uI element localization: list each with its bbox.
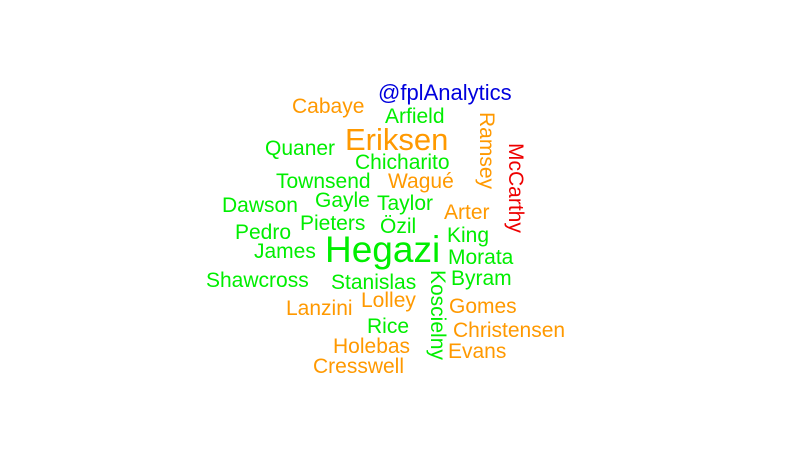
word-arfield: Arfield: [385, 105, 445, 128]
word-koscielny: Koscielny: [426, 270, 449, 360]
word-eriksen: Eriksen: [345, 122, 449, 157]
word-gayle: Gayle: [315, 189, 370, 212]
word-cabaye: Cabaye: [292, 95, 365, 118]
word-chicharito: Chicharito: [355, 151, 450, 174]
word-quaner: Quaner: [265, 137, 336, 160]
word-byram: Byram: [451, 267, 512, 290]
word-lanzini: Lanzini: [286, 297, 353, 320]
word-evans: Evans: [448, 340, 507, 363]
word-stanislas: Stanislas: [331, 271, 417, 294]
word-lolley: Lolley: [361, 289, 416, 312]
word-king: King: [447, 224, 490, 247]
word-mccarthy: McCarthy: [504, 143, 527, 233]
word-hegazi: Hegazi: [325, 229, 441, 270]
word-ozil: Özil: [380, 215, 417, 238]
word-ramsey: Ramsey: [475, 112, 498, 190]
word-pedro: Pedro: [235, 221, 292, 244]
word-morata: Morata: [448, 246, 514, 269]
word-christensen: Christensen: [453, 319, 566, 342]
word-townsend: Townsend: [276, 170, 371, 193]
word-gomes: Gomes: [449, 295, 517, 318]
word-dawson: Dawson: [222, 194, 298, 217]
word-arter: Arter: [444, 201, 490, 224]
word-taylor: Taylor: [377, 192, 434, 215]
word-james: James: [254, 240, 316, 263]
word-cresswell: Cresswell: [313, 355, 405, 378]
word-wague: Wagué: [388, 170, 454, 193]
word-holebas: Holebas: [333, 335, 411, 358]
word-rice: Rice: [367, 315, 410, 338]
word-pieters: Pieters: [300, 212, 366, 235]
word-handle: @fplAnalytics: [378, 80, 512, 105]
word-shawcross: Shawcross: [206, 269, 309, 292]
